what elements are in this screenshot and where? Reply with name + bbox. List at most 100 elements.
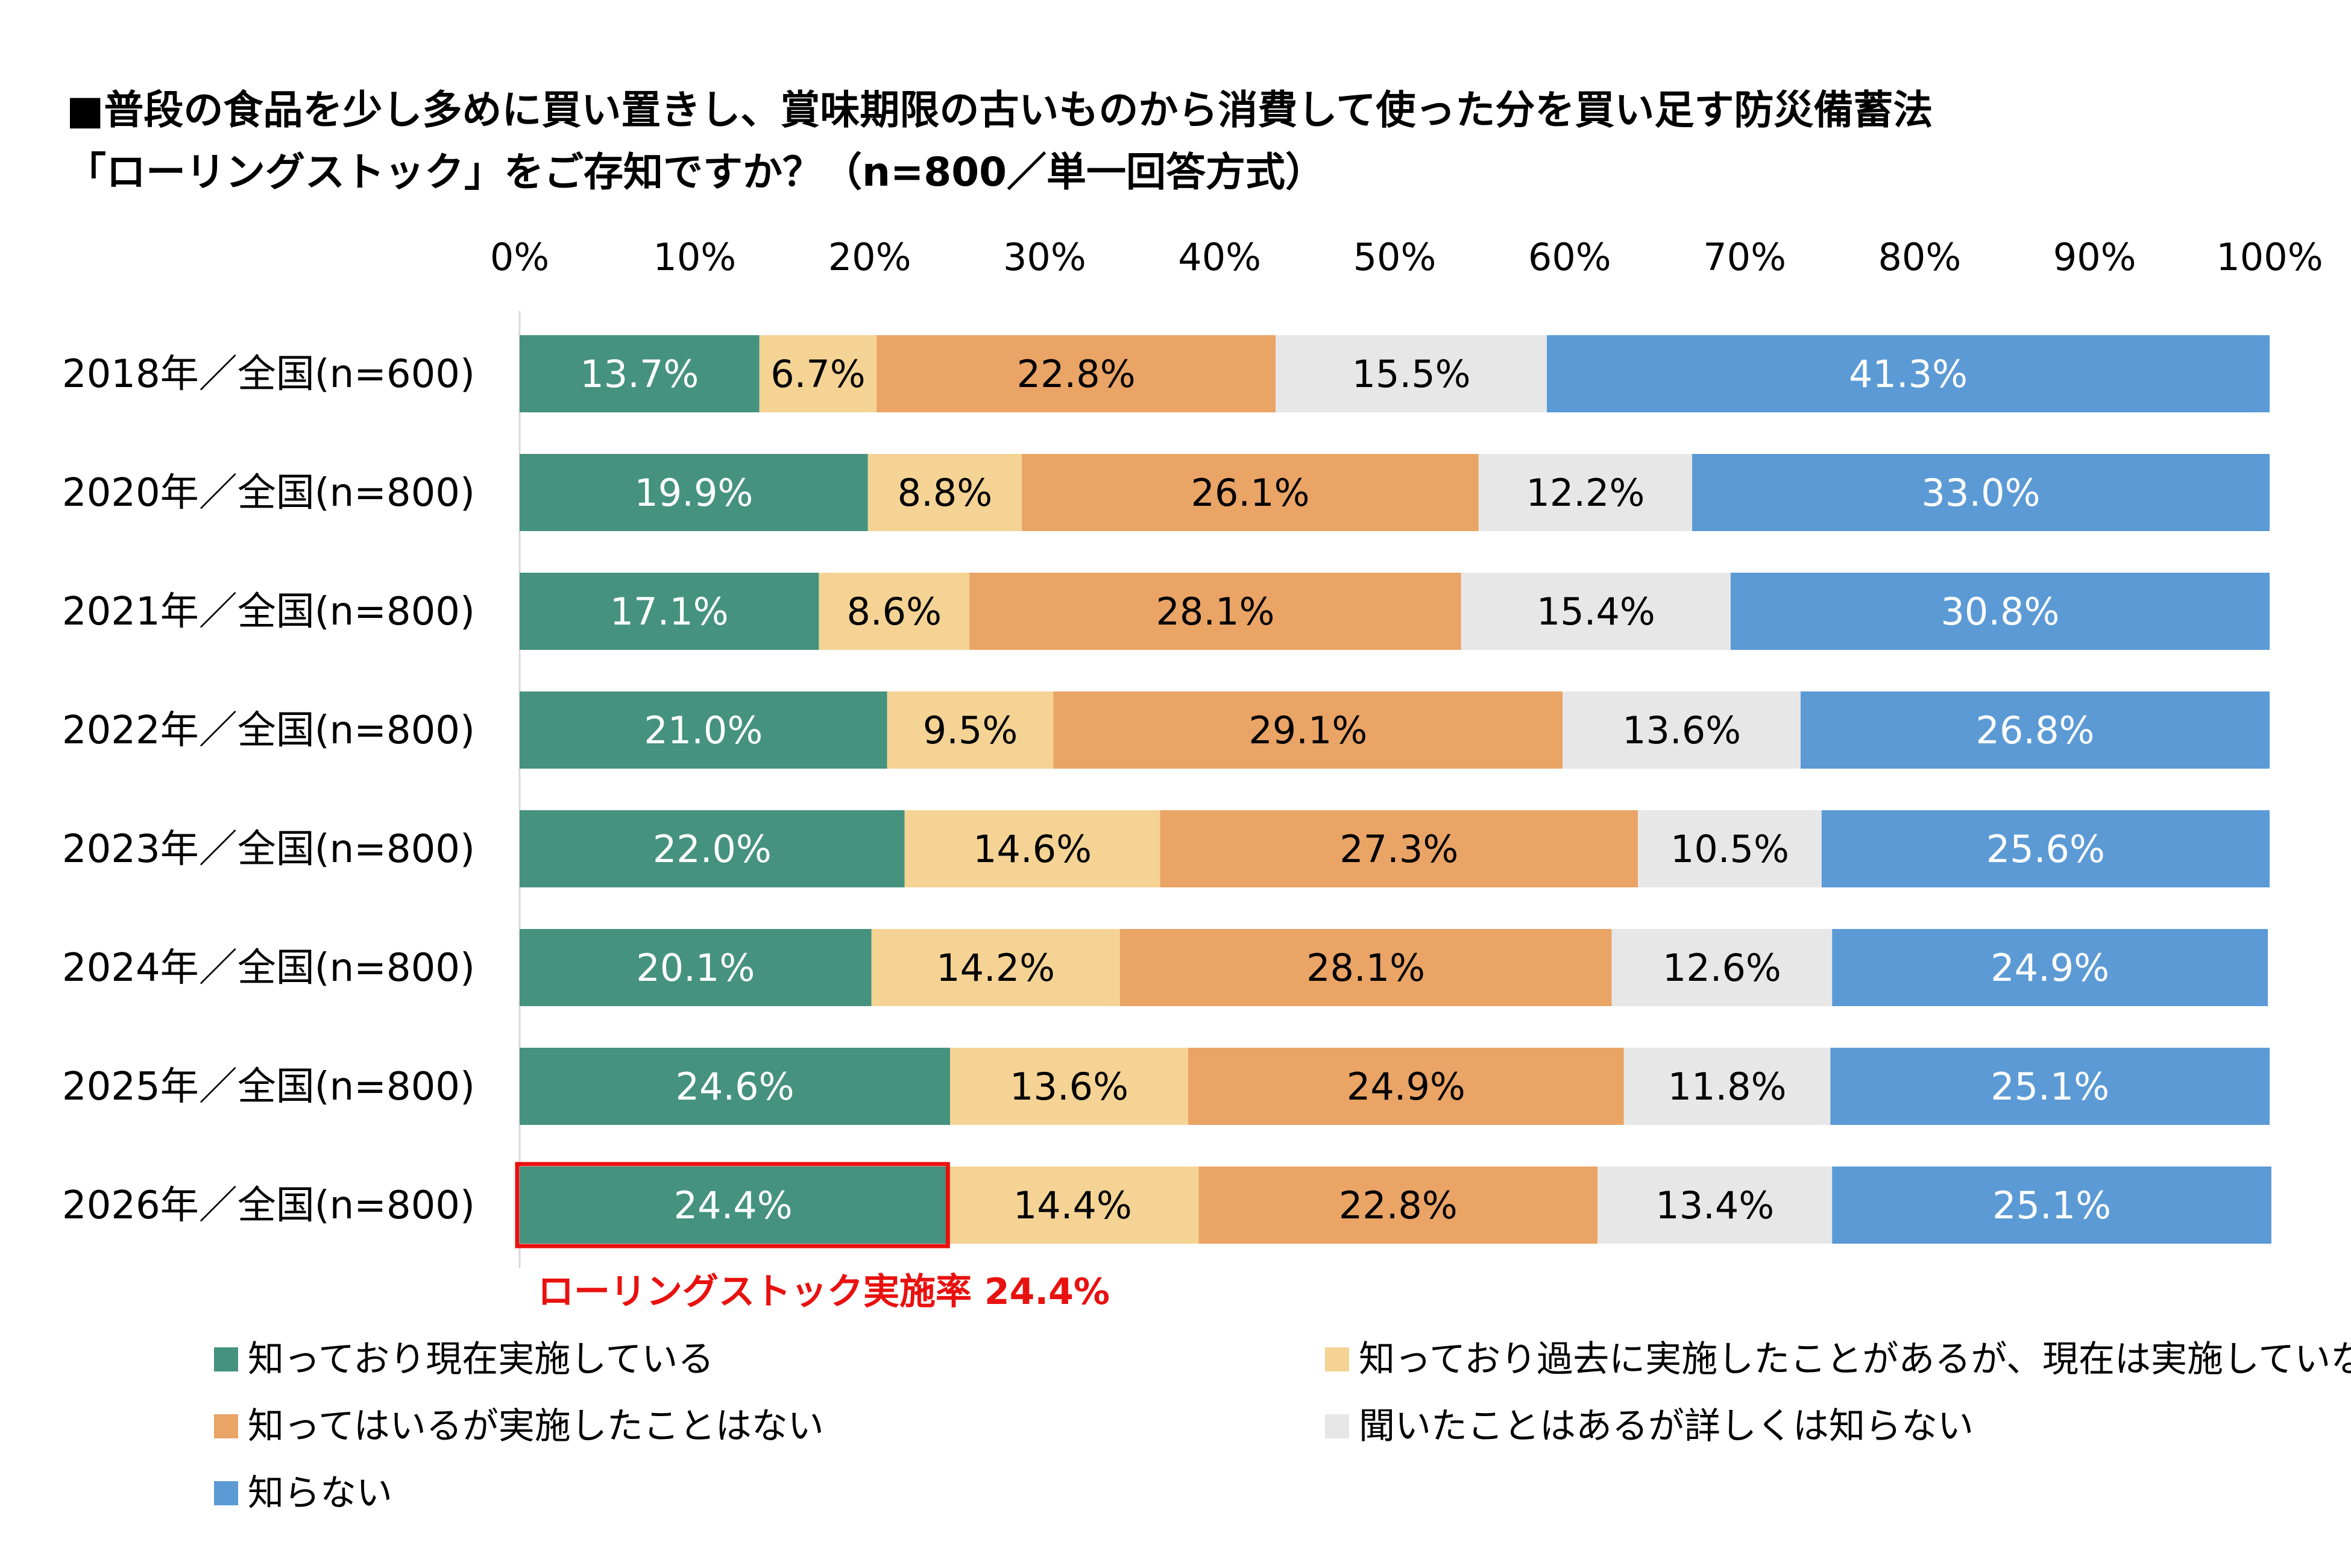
data-label: 26.1%	[1191, 471, 1310, 515]
category-label: 2024年／全国(n=800)	[62, 946, 475, 990]
data-label: 15.4%	[1537, 590, 1655, 634]
bar-segment	[1623, 1048, 1831, 1125]
data-label: 28.1%	[1156, 590, 1274, 634]
category-label: 2020年／全国(n=800)	[62, 471, 475, 515]
x-tick-label: 80%	[1878, 235, 1961, 279]
legend-swatch	[214, 1481, 238, 1505]
x-tick-label: 60%	[1528, 235, 1611, 279]
bar-segment	[1198, 1167, 1598, 1244]
legend-swatch	[214, 1347, 238, 1371]
bar-row: 2023年／全国(n=800) 22.0% 14.6% 27.3% 10.5% 25.6%	[62, 810, 2270, 887]
data-label: 21.0%	[644, 708, 763, 752]
data-label: 28.1%	[1306, 946, 1425, 990]
legend-swatch	[214, 1414, 238, 1438]
data-label: 24.4%	[674, 1183, 793, 1227]
data-label: 14.6%	[973, 827, 1092, 871]
x-tick-label: 40%	[1178, 235, 1261, 279]
bar-segment	[887, 691, 1054, 769]
bar-segment	[1597, 1167, 1833, 1244]
bar-segment	[1800, 691, 2270, 769]
legend-label: 知ってはいるが実施したことはない	[248, 1405, 824, 1447]
data-label: 13.6%	[1622, 708, 1741, 752]
bar-segment	[1830, 1048, 2270, 1125]
category-label: 2018年／全国(n=600)	[62, 352, 475, 397]
bar-segment	[819, 573, 970, 650]
data-label: 10.5%	[1670, 827, 1789, 871]
data-label: 14.2%	[936, 946, 1055, 990]
data-label: 25.1%	[1991, 1065, 2109, 1109]
data-label: 29.1%	[1248, 708, 1367, 752]
bar-segment	[520, 1167, 947, 1244]
highlight-annotation: ローリングストック実施率 24.4%	[538, 1271, 1110, 1313]
category-label: 2023年／全国(n=800)	[62, 827, 475, 872]
bar-segment	[1821, 810, 2270, 887]
legend-label: 知っており現在実施している	[248, 1338, 714, 1381]
x-tick-label: 90%	[2053, 235, 2136, 279]
bar-segment	[969, 573, 1461, 650]
bar-segment	[520, 810, 905, 887]
bar-row: 2020年／全国(n=800) 19.9% 8.8% 26.1% 12.2% 33.0%	[62, 454, 2270, 531]
x-tick-label: 20%	[828, 235, 911, 279]
bar-segment	[520, 691, 887, 769]
bar-segment	[946, 1167, 1199, 1244]
legend-swatch	[1325, 1414, 1349, 1438]
bar-segment	[871, 929, 1120, 1006]
data-label: 15.5%	[1352, 352, 1471, 396]
bar-row: 2024年／全国(n=800) 20.1% 14.2% 28.1% 12.6% 24.9%	[62, 929, 2268, 1006]
bar-segment	[950, 1048, 1188, 1125]
data-label: 8.8%	[898, 471, 993, 515]
highlight-outline	[515, 1162, 950, 1248]
chart-title-line-1: ■普段の食品を少し多めに買い置きし、賞味期限の古いものから消費して使った分を買い…	[66, 87, 1933, 133]
data-label: 6.7%	[770, 352, 866, 396]
x-axis-tick-labels: 0% 10% 20% 30% 40% 50% 60% 70% 80% 90% 100%	[490, 235, 2323, 279]
legend-label: 聞いたことはあるが詳しくは知らない	[1359, 1405, 1974, 1447]
bar-segment	[1276, 335, 1547, 412]
bar-segment	[1461, 573, 1731, 650]
bar-segment	[867, 454, 1022, 531]
x-tick-label: 50%	[1353, 235, 1437, 279]
data-label: 25.6%	[1986, 827, 2105, 871]
legend-item: 知ってはいるが実施したことはない	[214, 1405, 824, 1447]
legend-label: 知っており過去に実施したことがあるが、現在は実施していない	[1359, 1338, 2351, 1381]
bar-segment	[1547, 335, 2270, 412]
bar-segment	[1022, 454, 1479, 531]
data-label: 19.9%	[634, 471, 753, 515]
bar-segment	[1188, 1048, 1624, 1125]
data-label: 22.8%	[1017, 352, 1136, 396]
bar-segment	[1053, 691, 1563, 769]
data-label: 33.0%	[1922, 471, 2041, 515]
x-tick-label: 70%	[1703, 235, 1786, 279]
legend-swatch	[1325, 1347, 1349, 1371]
data-label: 41.3%	[1849, 352, 1968, 396]
x-tick-label: 10%	[653, 235, 736, 279]
bar-row: 2022年／全国(n=800) 21.0% 9.5% 29.1% 13.6% 26.8%	[62, 691, 2270, 769]
data-label: 24.9%	[1991, 946, 2109, 990]
bar-segment	[520, 573, 819, 650]
legend-item: 知っており過去に実施したことがあるが、現在は実施していない	[1325, 1338, 2351, 1381]
bar-segment	[1478, 454, 1693, 531]
legend-item: 知っており現在実施している	[214, 1338, 714, 1381]
data-label: 12.2%	[1526, 471, 1644, 515]
bar-segment	[759, 335, 877, 412]
data-label: 27.3%	[1339, 827, 1458, 871]
bar-segment	[1832, 1167, 2271, 1244]
bar-row: 2018年／全国(n=600) 13.7% 6.7% 22.8% 15.5% 41.3%	[62, 335, 2270, 412]
bar-row: 2021年／全国(n=800) 17.1% 8.6% 28.1% 15.4% 30.8%	[62, 573, 2270, 650]
category-label: 2025年／全国(n=800)	[62, 1065, 475, 1109]
bar-segment	[1730, 573, 2270, 650]
bar-row: 2026年／全国(n=800) 24.4% 14.4% 22.8% 13.4% 25.1%	[62, 1167, 2271, 1244]
data-label: 9.5%	[923, 708, 1018, 752]
data-label: 17.1%	[610, 590, 729, 634]
bar-segment	[520, 929, 872, 1006]
category-label: 2026年／全国(n=800)	[62, 1183, 475, 1228]
bar-segment	[520, 335, 760, 412]
data-label: 22.0%	[653, 827, 772, 871]
data-label: 24.9%	[1347, 1065, 1465, 1109]
legend: 知っており現在実施している 知っており過去に実施したことがあるが、現在は実施してい…	[214, 1338, 2351, 1514]
bar-row: 2025年／全国(n=800) 24.6% 13.6% 24.9% 11.8% 25.1%	[62, 1048, 2270, 1125]
chart-title-line-2: 「ローリングストック」をご存知ですか？（n=800／単一回答方式）	[66, 149, 1325, 195]
x-tick-label: 100%	[2216, 235, 2323, 279]
bar-segment	[1638, 810, 1822, 887]
data-label: 14.4%	[1013, 1183, 1132, 1227]
